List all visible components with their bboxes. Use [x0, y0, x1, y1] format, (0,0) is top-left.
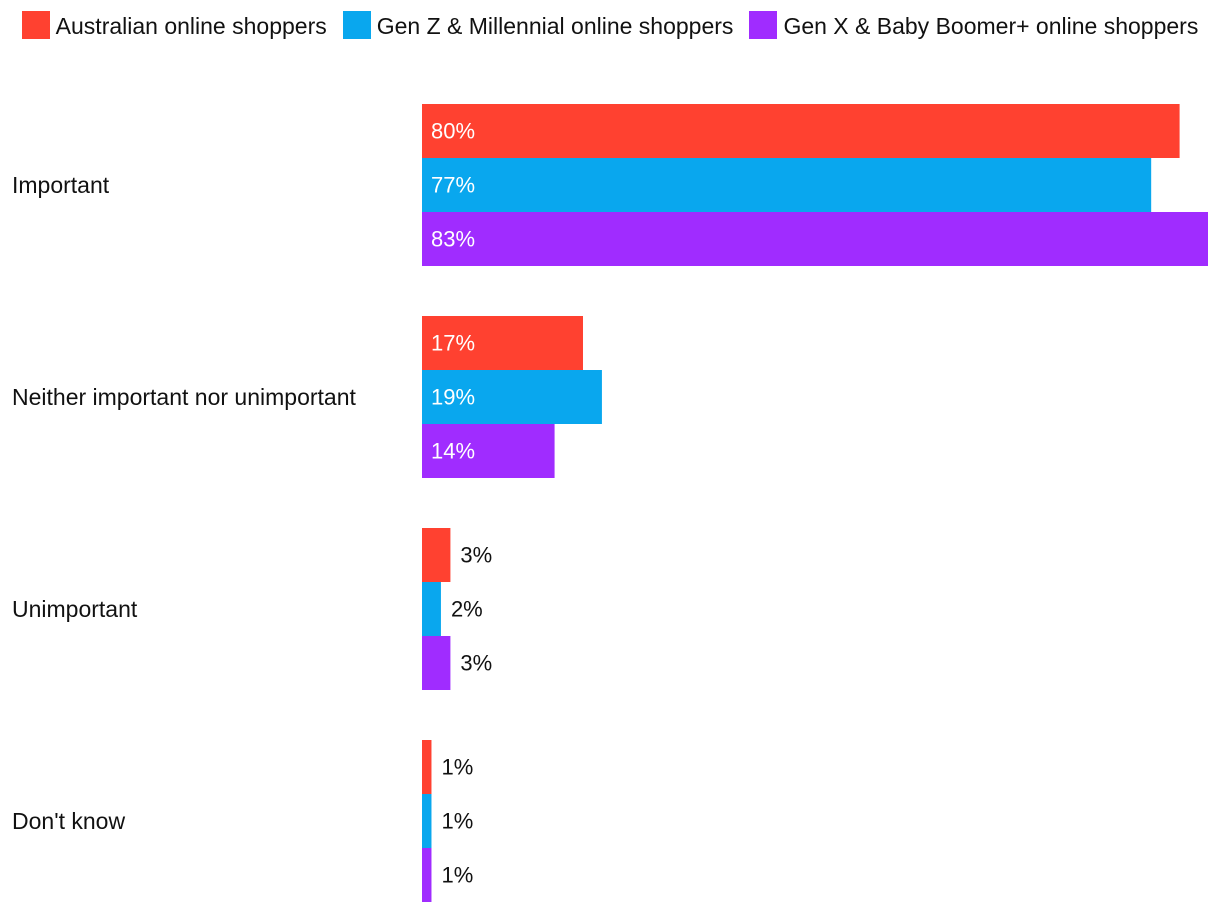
value-label-don-t-know-series-1: 1% [441, 809, 473, 834]
value-label-neither-important-nor-unimportant-series-1: 19% [431, 385, 475, 410]
legend-label-genz-millennial: Gen Z & Millennial online shoppers [376, 13, 734, 39]
bar-neither-important-nor-unimportant-series-2 [422, 424, 555, 478]
legend-item-genz-millennial: Gen Z & Millennial online shoppers [342, 8, 734, 44]
legend-item-australian: Australian online shoppers [21, 8, 327, 44]
value-label-important-series-0: 80% [431, 119, 475, 144]
bar-important-series-0 [422, 104, 1180, 158]
bar-don-t-know-series-1 [422, 794, 432, 848]
category-label-don-t-know: Don't know [12, 808, 125, 834]
category-label-neither-important-nor-unimportant: Neither important nor unimportant [12, 384, 356, 410]
bar-neither-important-nor-unimportant-series-1 [422, 370, 602, 424]
legend-label-australian: Australian online shoppers [55, 13, 327, 39]
legend-swatch-genx-boomer [749, 11, 778, 39]
legend-label-genx-boomer: Gen X & Baby Boomer+ online shoppers [783, 13, 1199, 39]
value-label-don-t-know-series-0: 1% [441, 755, 473, 780]
bar-neither-important-nor-unimportant-series-0 [422, 316, 583, 370]
legend-swatch-genz-millennial [342, 11, 371, 39]
bar-important-series-2 [422, 212, 1208, 266]
value-label-unimportant-series-1: 2% [451, 597, 483, 622]
value-label-neither-important-nor-unimportant-series-2: 14% [431, 439, 475, 464]
category-label-important: Important [12, 172, 110, 198]
legend-swatch-australian [21, 11, 50, 39]
legend-item-genx-boomer: Gen X & Baby Boomer+ online shoppers [749, 8, 1198, 44]
value-label-neither-important-nor-unimportant-series-0: 17% [431, 331, 475, 356]
legend: Australian online shoppers Gen Z & Millen… [0, 8, 1220, 44]
value-label-unimportant-series-0: 3% [460, 543, 492, 568]
bar-unimportant-series-2 [422, 636, 451, 690]
value-label-don-t-know-series-2: 1% [441, 863, 473, 888]
value-label-unimportant-series-2: 3% [460, 651, 492, 676]
value-label-important-series-1: 77% [431, 173, 475, 198]
bar-important-series-1 [422, 158, 1152, 212]
value-label-important-series-2: 83% [431, 227, 475, 252]
bar-don-t-know-series-0 [422, 740, 432, 794]
bar-don-t-know-series-2 [422, 848, 432, 902]
bar-unimportant-series-1 [422, 582, 441, 636]
category-label-unimportant: Unimportant [12, 596, 138, 622]
bar-unimportant-series-0 [422, 528, 451, 582]
